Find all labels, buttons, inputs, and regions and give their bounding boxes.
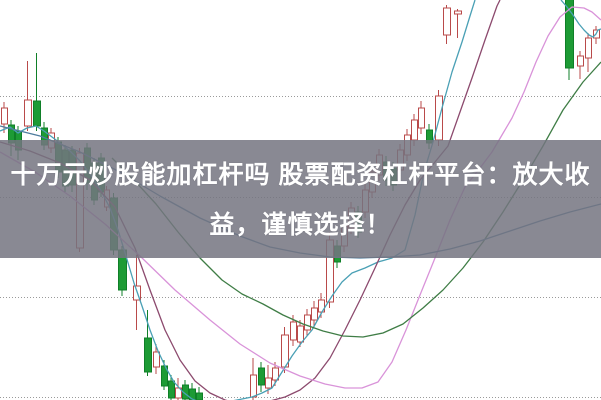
- candle-down: [33, 100, 41, 127]
- candle-up: [311, 307, 318, 321]
- candle-up: [304, 314, 311, 331]
- candle-up: [454, 10, 462, 15]
- candle-down: [196, 392, 203, 400]
- candle-up: [1, 107, 8, 125]
- candle-up: [272, 367, 279, 381]
- candle-up: [265, 377, 272, 389]
- candle-up: [297, 325, 304, 343]
- candle-down: [144, 337, 152, 373]
- ma-mid-pink: [0, 6, 601, 389]
- candle-up: [577, 55, 584, 67]
- candle-up: [24, 99, 32, 127]
- candle-down: [168, 380, 175, 399]
- candle-down: [565, 0, 574, 69]
- candle-up: [153, 351, 160, 368]
- candle-up: [411, 119, 418, 141]
- candle-up: [585, 37, 592, 59]
- headline-line-2: 益，谨慎选择！: [209, 211, 392, 239]
- candle-down: [189, 388, 196, 400]
- candle-up: [290, 321, 297, 341]
- headline-banner: 十万元炒股能加杠杆吗 股票配资杠杆平台：放大收 益，谨慎选择！: [0, 140, 601, 258]
- headline-line-1: 十万元炒股能加杠杆吗 股票配资杠杆平台：放大收: [10, 161, 591, 189]
- candle-up: [443, 7, 451, 36]
- candle-up: [418, 107, 425, 129]
- candle-up: [250, 374, 257, 398]
- ma-short-teal-right: [560, 0, 601, 38]
- candle-down: [258, 367, 265, 386]
- candle-up: [175, 387, 182, 399]
